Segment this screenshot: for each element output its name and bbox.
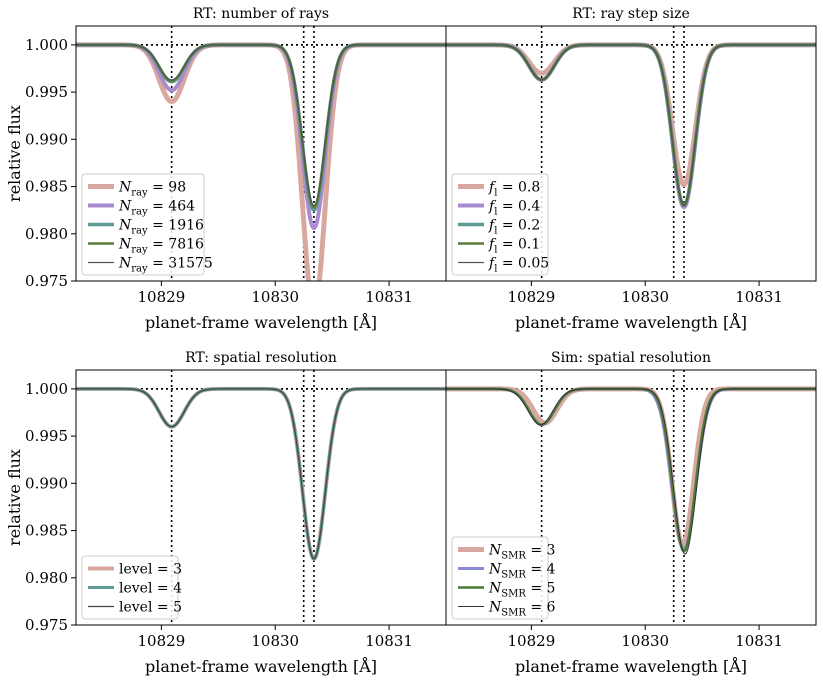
legend-entry: Nray = 464 bbox=[118, 199, 195, 218]
series-line bbox=[446, 387, 816, 553]
legend-entry: NSMR = 6 bbox=[488, 600, 556, 619]
series-line bbox=[76, 388, 446, 560]
x-tick-label: 10830 bbox=[621, 288, 669, 306]
x-tick-label: 10831 bbox=[365, 632, 413, 650]
series-line bbox=[446, 44, 816, 207]
legend-entry: Nray = 7816 bbox=[118, 237, 204, 256]
y-tick-label: 0.990 bbox=[25, 474, 68, 492]
legend-entry: fl = 0.05 bbox=[488, 256, 549, 275]
legend-entry: NSMR = 3 bbox=[488, 543, 555, 562]
series-line bbox=[446, 387, 816, 551]
x-tick-label: 10831 bbox=[735, 632, 783, 650]
panel-title: Sim: spatial resolution bbox=[551, 350, 711, 366]
legend-entry: Nray = 1916 bbox=[118, 218, 204, 237]
y-tick-label: 1.000 bbox=[25, 380, 68, 398]
x-axis-label: planet-frame wavelength [Å] bbox=[145, 656, 377, 676]
y-tick-label: 0.980 bbox=[25, 569, 68, 587]
y-tick-label: 0.985 bbox=[25, 522, 68, 540]
series-line bbox=[76, 44, 446, 207]
panel-title: RT: number of rays bbox=[193, 6, 329, 22]
y-tick-label: 0.980 bbox=[25, 225, 68, 243]
panel-4: Sim: spatial resolution 10829 10830 10831 pl… bbox=[445, 350, 817, 676]
x-tick-label: 10831 bbox=[365, 288, 413, 306]
legend-entry: fl = 0.2 bbox=[488, 218, 540, 237]
x-tick-label: 10829 bbox=[138, 288, 186, 306]
series-line bbox=[76, 386, 446, 561]
y-tick-label: 0.975 bbox=[25, 272, 68, 290]
plot-frame bbox=[445, 25, 817, 282]
legend-entry: fl = 0.8 bbox=[488, 180, 540, 199]
series-line bbox=[446, 388, 816, 555]
legend-entry: NSMR = 4 bbox=[488, 562, 556, 581]
x-tick-label: 10830 bbox=[251, 632, 299, 650]
series-line bbox=[76, 387, 446, 561]
y-tick-label: 0.985 bbox=[25, 178, 68, 196]
legend: level = 3 level = 4 level = 5 bbox=[81, 555, 182, 620]
legend: fl = 0.8fl = 0.4fl = 0.2fl = 0.1fl = 0.0… bbox=[451, 173, 549, 276]
y-axis-label: relative flux bbox=[5, 449, 24, 546]
legend-entry: level = 3 bbox=[119, 562, 182, 578]
legend-entry: fl = 0.4 bbox=[488, 199, 540, 218]
x-axis-label: planet-frame wavelength [Å] bbox=[145, 312, 377, 332]
plot-frame bbox=[445, 369, 817, 626]
legend-entry: NSMR = 5 bbox=[488, 581, 555, 600]
series-line bbox=[446, 42, 816, 188]
y-tick-label: 0.995 bbox=[25, 427, 68, 445]
panel-title: RT: ray step size bbox=[572, 6, 690, 22]
x-tick-label: 10829 bbox=[508, 632, 556, 650]
legend-entry: Nray = 31575 bbox=[118, 256, 213, 275]
x-axis-label: planet-frame wavelength [Å] bbox=[515, 312, 747, 332]
series-line bbox=[446, 386, 816, 548]
panel-2: RT: ray step size 10829 10830 10831 planet-f… bbox=[445, 6, 817, 332]
x-tick-label: 10829 bbox=[138, 632, 186, 650]
x-tick-label: 10830 bbox=[621, 632, 669, 650]
x-axis-label: planet-frame wavelength [Å] bbox=[515, 656, 747, 676]
panel-title: RT: spatial resolution bbox=[185, 350, 337, 366]
y-tick-label: 0.990 bbox=[25, 130, 68, 148]
legend-entry: level = 4 bbox=[119, 581, 182, 597]
x-tick-label: 10830 bbox=[251, 288, 299, 306]
y-tick-label: 0.995 bbox=[25, 83, 68, 101]
legend-entry: Nray = 98 bbox=[118, 180, 186, 199]
y-tick-label: 1.000 bbox=[25, 36, 68, 54]
legend-entry: fl = 0.1 bbox=[488, 237, 540, 256]
x-tick-label: 10829 bbox=[508, 288, 556, 306]
legend-entry: level = 5 bbox=[119, 600, 182, 616]
y-axis-label: relative flux bbox=[5, 105, 24, 202]
panel-1: RT: number of rays 10829 10830 10831 planet-… bbox=[5, 6, 447, 332]
x-tick-label: 10831 bbox=[735, 288, 783, 306]
y-tick-label: 0.975 bbox=[25, 616, 68, 634]
panel-3: RT: spatial resolution 10829 10830 10831 pla… bbox=[5, 350, 447, 676]
